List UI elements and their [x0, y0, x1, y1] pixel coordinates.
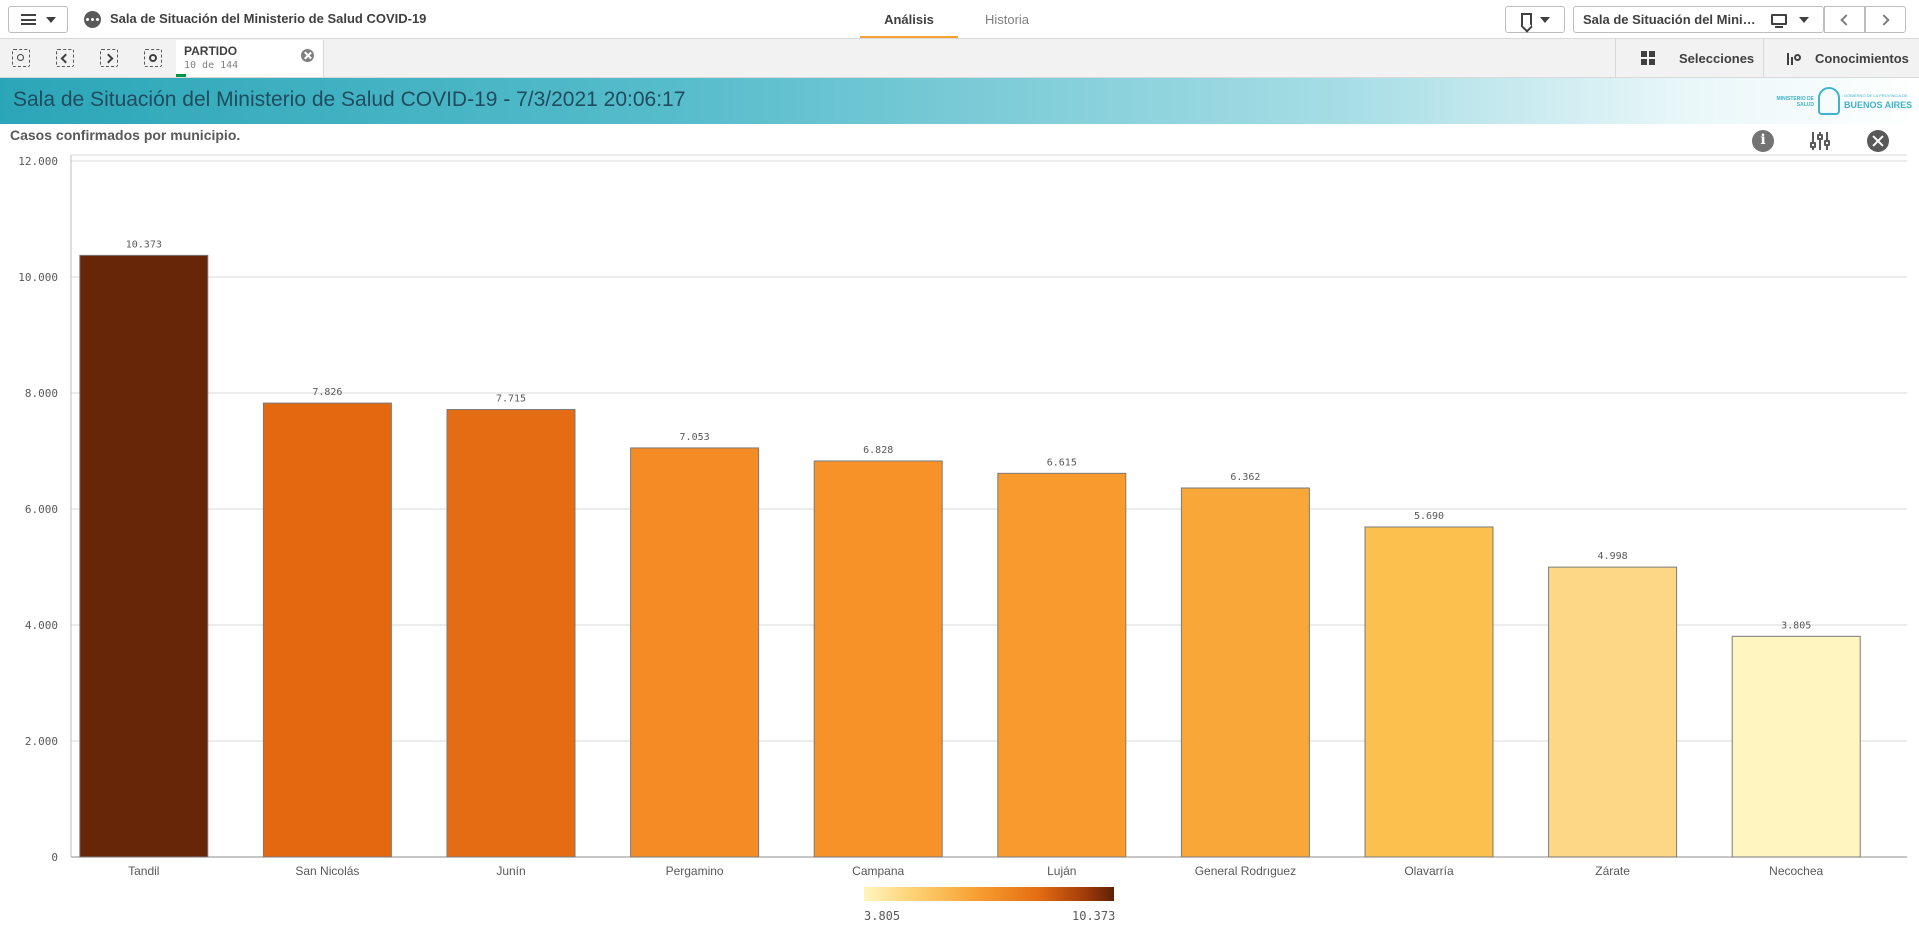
grid-icon — [1641, 51, 1655, 65]
chevron-left-icon — [1840, 13, 1852, 26]
insights-button[interactable]: Conocimientos — [1763, 39, 1919, 77]
selections-button[interactable]: Selecciones — [1615, 39, 1763, 77]
data-label: 3.805 — [1781, 620, 1811, 631]
bar-7[interactable] — [1364, 526, 1494, 858]
bar-3[interactable] — [630, 447, 760, 858]
selections-label: Selecciones — [1679, 50, 1755, 66]
banner-title: Sala de Situación del Ministerio de Salu… — [13, 88, 686, 111]
x-tick-label: Necochea — [1769, 864, 1823, 878]
app-title: Sala de Situación del Ministerio de Salu… — [110, 11, 427, 26]
data-label: 6.362 — [1230, 472, 1260, 483]
chart-title: Casos confirmados por municipio. — [10, 127, 241, 143]
app-icon — [84, 11, 101, 28]
data-label: 6.615 — [1047, 457, 1077, 468]
y-tick-label: 2.000 — [25, 735, 58, 748]
y-tick-label: 4.000 — [25, 619, 58, 632]
bar-1[interactable] — [262, 402, 392, 858]
tab-historia[interactable]: Historia — [984, 12, 1030, 27]
data-label: 7.053 — [680, 432, 710, 443]
mode-tabs: Análisis Historia — [860, 0, 1056, 39]
insights-label: Conocimientos — [1815, 50, 1909, 66]
selection-toolbar: PARTIDO 10 de 144 Selecciones Conocimien… — [0, 39, 1919, 78]
logo-right-top-text: GOBIERNO DE LA PROVINCIA DE — [1844, 93, 1908, 98]
data-label: 10.373 — [126, 239, 162, 250]
insights-icon — [1787, 51, 1803, 65]
x-tick-label: Tandil — [128, 864, 159, 878]
bar-0[interactable] — [79, 254, 209, 858]
caret-down-icon — [45, 16, 56, 23]
bar-5[interactable] — [997, 472, 1127, 858]
sheet-selector-label: Sala de Situación del Ministerio de Salu… — [1583, 12, 1761, 27]
monitor-icon — [1771, 14, 1787, 28]
ministry-logo: MINISTERIO DE SALUD GOBIERNO DE LA PROVI… — [1768, 84, 1912, 118]
caret-down-icon — [1799, 16, 1809, 23]
x-tick-label: Zárate — [1595, 864, 1630, 878]
next-sheet-button[interactable] — [1865, 6, 1906, 33]
top-bar: Sala de Situación del Ministerio de Salu… — [0, 0, 1919, 39]
clear-selections-icon[interactable] — [144, 49, 162, 67]
data-label: 7.826 — [312, 387, 342, 398]
selection-count: 10 de 144 — [184, 60, 239, 71]
hamburger-menu-icon — [20, 14, 36, 25]
selection-chip-partido[interactable]: PARTIDO 10 de 144 — [176, 40, 324, 77]
bar-9[interactable] — [1731, 635, 1861, 858]
x-tick-label: Campana — [852, 864, 904, 878]
bar-6[interactable] — [1180, 487, 1310, 858]
logo-right-text: BUENOS AIRES — [1844, 100, 1913, 110]
smart-search-icon[interactable] — [12, 49, 30, 67]
x-tick-label: San Nicolás — [295, 864, 359, 878]
tab-analisis[interactable]: Análisis — [860, 0, 958, 39]
data-label: 4.998 — [1598, 551, 1628, 562]
step-back-icon[interactable] — [56, 49, 74, 67]
settings-sliders-icon[interactable] — [1809, 130, 1831, 152]
previous-sheet-button[interactable] — [1824, 6, 1865, 33]
caret-down-icon — [1539, 16, 1550, 23]
sheet-selector[interactable]: Sala de Situación del Ministerio de Salu… — [1573, 6, 1824, 33]
info-icon[interactable]: i — [1752, 130, 1774, 152]
y-tick-label: 8.000 — [25, 387, 58, 400]
y-tick-label: 10.000 — [18, 271, 58, 284]
x-tick-label: General Rodrıguez — [1195, 864, 1296, 878]
data-label: 6.828 — [863, 445, 893, 456]
y-tick-label: 0 — [51, 851, 58, 864]
x-tick-label: Olavarría — [1404, 864, 1454, 878]
x-tick-label: Luján — [1047, 864, 1076, 878]
bar-4[interactable] — [813, 460, 943, 858]
color-legend-gradient — [864, 887, 1114, 901]
chevron-right-icon — [1878, 13, 1890, 26]
legend-max-label: 10.373 — [1072, 909, 1116, 923]
x-tick-label: Junín — [496, 864, 525, 878]
logo-left-text: MINISTERIO DE SALUD — [1776, 96, 1814, 108]
y-tick-label: 6.000 — [25, 503, 58, 516]
step-forward-icon[interactable] — [100, 49, 118, 67]
bar-8[interactable] — [1548, 566, 1678, 858]
bookmark-icon — [1520, 12, 1532, 27]
data-label: 7.715 — [496, 394, 526, 405]
bar-chart: 0 2.000 4.000 6.000 8.000 10.000 12.000 10.373 T… — [18, 154, 1907, 878]
x-tick-label: Pergamino — [666, 864, 724, 878]
close-chart-icon[interactable] — [1867, 130, 1889, 152]
y-tick-label: 12.000 — [18, 155, 58, 168]
legend-min-label: 3.805 — [864, 909, 901, 923]
logo-mark-icon — [1818, 87, 1840, 115]
data-label: 5.690 — [1414, 511, 1444, 522]
close-icon[interactable] — [301, 49, 314, 62]
selection-progress-bar — [176, 74, 186, 77]
hamburger-menu-button[interactable] — [8, 6, 68, 33]
dashboard-banner: Sala de Situación del Ministerio de Salu… — [0, 78, 1919, 124]
selection-field-name: PARTIDO — [184, 44, 238, 58]
bookmark-button[interactable] — [1505, 6, 1565, 33]
bar-2[interactable] — [446, 409, 576, 858]
